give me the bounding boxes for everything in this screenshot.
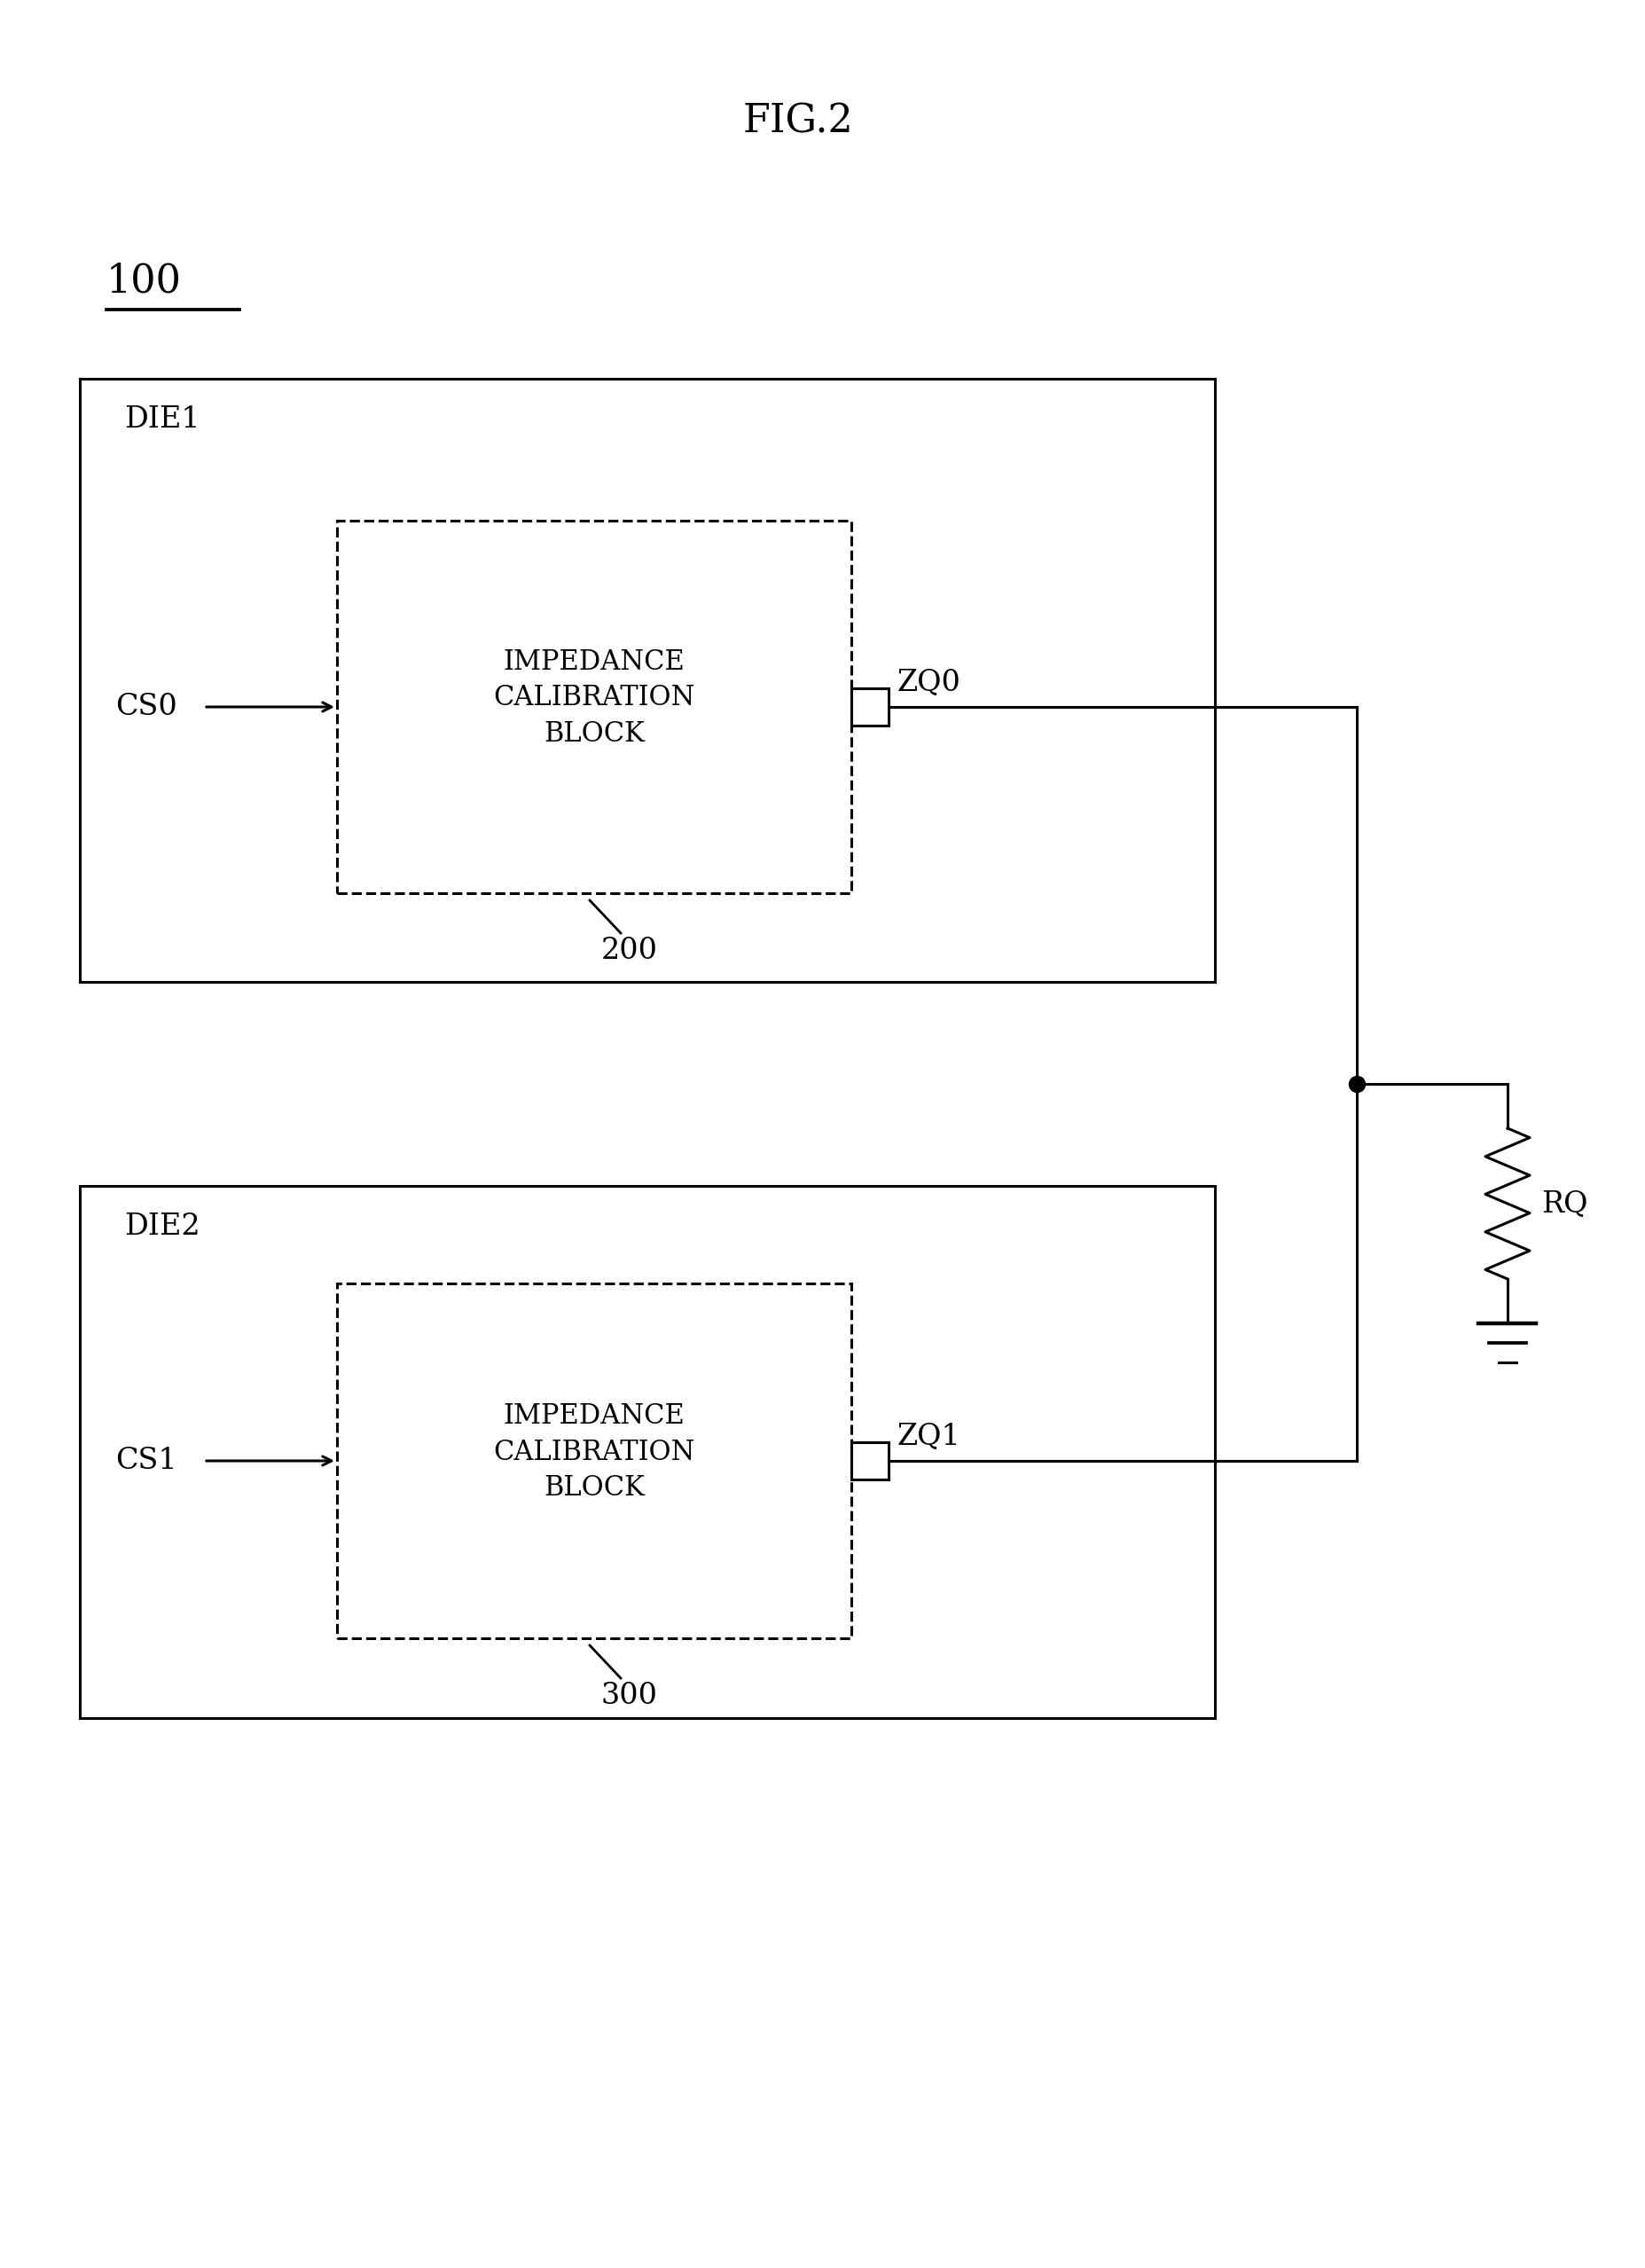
Text: ZQ0: ZQ0	[898, 667, 961, 696]
Text: DIE1: DIE1	[123, 406, 201, 433]
Text: 100: 100	[107, 263, 183, 299]
Text: IMPEDANCE
CALIBRATION
BLOCK: IMPEDANCE CALIBRATION BLOCK	[494, 1402, 694, 1501]
Text: DIE2: DIE2	[123, 1213, 201, 1241]
Bar	[337, 522, 852, 894]
Text: 200: 200	[600, 937, 658, 964]
Text: IMPEDANCE
CALIBRATION
BLOCK: IMPEDANCE CALIBRATION BLOCK	[494, 649, 694, 748]
Text: 300: 300	[600, 1681, 658, 1710]
Bar	[81, 1186, 1216, 1719]
Bar	[337, 1284, 852, 1637]
Text: ZQ1: ZQ1	[898, 1422, 961, 1449]
Text: CS1: CS1	[115, 1447, 178, 1474]
Bar	[81, 379, 1216, 982]
Text: RQ: RQ	[1541, 1188, 1587, 1218]
Bar	[852, 687, 888, 726]
Text: FIG.2: FIG.2	[744, 102, 854, 141]
Text: CS0: CS0	[115, 692, 178, 721]
Bar	[852, 1442, 888, 1479]
